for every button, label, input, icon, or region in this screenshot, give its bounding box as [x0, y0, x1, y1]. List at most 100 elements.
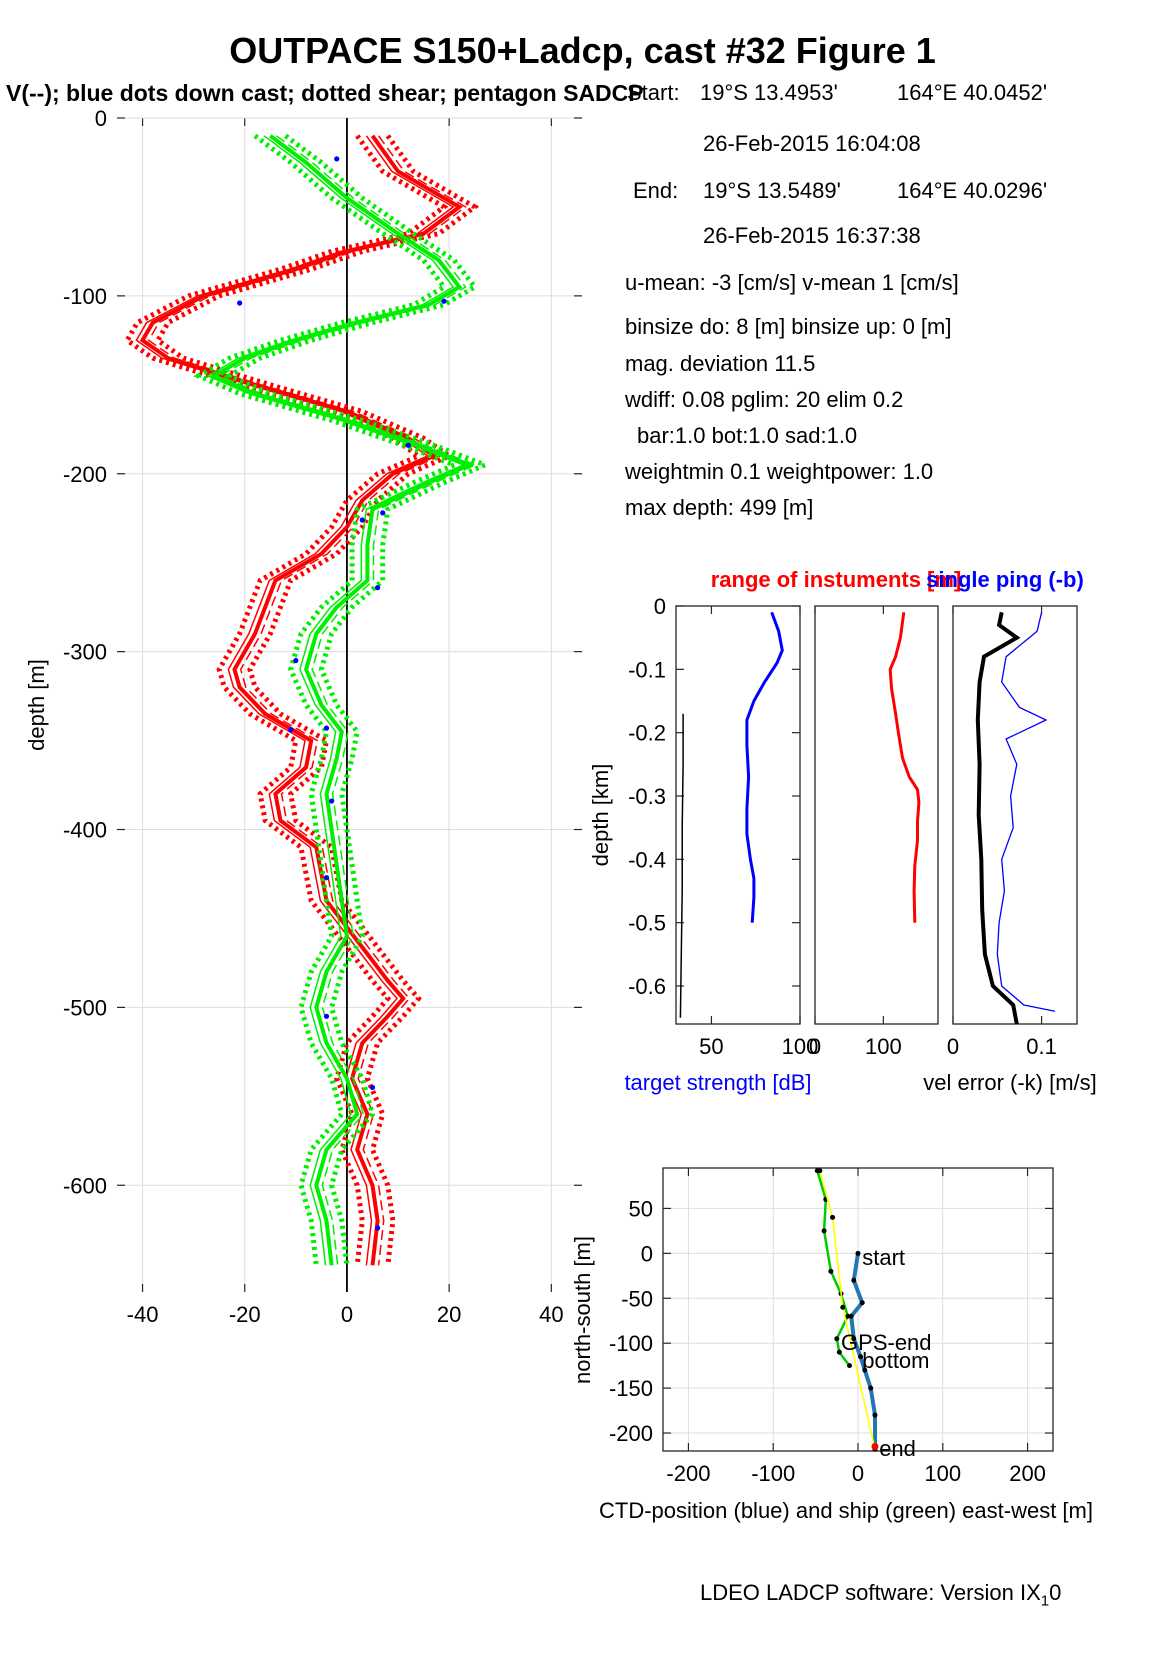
err-frame — [952, 605, 1078, 1025]
downcast-dot — [323, 1013, 330, 1019]
pos-track-point — [828, 1268, 834, 1274]
ts-ytick-label: 0 — [654, 594, 666, 619]
downcast-dot — [323, 874, 330, 881]
pos-track-point — [851, 1336, 857, 1342]
ts-frame — [675, 605, 801, 1025]
main-ytick-label: -500 — [63, 995, 107, 1020]
max-depth: max depth: 499 [m] — [625, 495, 814, 520]
pos-track-point — [872, 1412, 878, 1418]
pos-track-point — [840, 1304, 846, 1310]
v-velocity-upcast-line — [206, 135, 466, 1266]
binsize: binsize do: 8 [m] binsize up: 0 [m] — [625, 314, 952, 339]
pos-track-point — [834, 1336, 840, 1342]
downcast-dot — [329, 798, 335, 804]
u-velocity-downcast-line — [147, 135, 467, 1266]
end-lon: 164°E 40.0296' — [897, 178, 1048, 203]
ts-xtick-label: 50 — [699, 1034, 723, 1059]
pos-track-point — [858, 1354, 864, 1360]
pos-track-point — [855, 1250, 861, 1256]
range-red-line — [888, 612, 921, 923]
downcast-dot — [334, 156, 340, 162]
end-time: 26-Feb-2015 16:37:38 — [703, 223, 921, 248]
downcast-dot — [375, 585, 381, 591]
pos-track-point — [836, 1349, 842, 1355]
main-xtick-label: 0 — [341, 1302, 353, 1327]
page-title: OUTPACE S150+Ladcp, cast #32 Figure 1 — [229, 30, 936, 71]
pos-annotation: GPS-end — [841, 1330, 932, 1355]
downcast-dot — [293, 657, 299, 664]
pos-annotation: end — [879, 1436, 916, 1461]
pos-track-point — [821, 1228, 827, 1234]
err-xlabel: vel error (-k) [m/s] — [923, 1070, 1097, 1095]
start-time: 26-Feb-2015 16:04:08 — [703, 131, 921, 156]
pos-ctd-track — [849, 1252, 877, 1447]
main-xtick-label: 20 — [437, 1302, 461, 1327]
u-velocity-shear-left — [123, 134, 449, 1266]
start-lat: 19°S 13.4953' — [700, 80, 838, 105]
end-label: End: — [633, 178, 679, 203]
err-xtick-label: 0.1 — [1026, 1034, 1057, 1059]
pos-ytick-label: -100 — [609, 1331, 653, 1356]
mean-velocity: u-mean: -3 [cm/s] v-mean 1 [cm/s] — [625, 270, 959, 295]
pos-ytick-label: 0 — [641, 1241, 653, 1266]
v-velocity-shear-right — [223, 133, 492, 1266]
downcast-dot — [237, 300, 243, 306]
pos-track-point — [817, 1168, 823, 1174]
v-velocity-downcast-line — [218, 135, 478, 1266]
v-velocity-line — [209, 134, 475, 1266]
pos-ytick-label: 50 — [629, 1196, 653, 1221]
downcast-dot — [380, 510, 386, 516]
ts-ytick-label: -0.3 — [628, 784, 666, 809]
main-xtick-label: 40 — [539, 1302, 563, 1327]
err-xtick-label: 0 — [947, 1034, 959, 1059]
end-lat: 19°S 13.5489' — [703, 178, 841, 203]
position-plot: -200 -100 0 100 200 50 0 -50 -100 -150 -200 start GP… — [570, 1167, 1093, 1523]
range-title: range of instuments [m] — [711, 567, 962, 592]
main-ytick-label: 0 — [95, 106, 107, 131]
start-label: Start: — [627, 80, 680, 105]
u-velocity-shear-right — [154, 134, 480, 1266]
pos-track-point — [868, 1385, 874, 1391]
pos-xtick-label: 0 — [852, 1461, 864, 1486]
ts-black-line — [679, 713, 684, 1018]
err-blue-line — [996, 612, 1056, 1012]
pos-xtick-label: 100 — [924, 1461, 961, 1486]
main-ytick-label: -100 — [63, 284, 107, 309]
main-ytick-label: -600 — [63, 1173, 107, 1198]
pos-ytick-label: -200 — [609, 1421, 653, 1446]
weight-params: weightmin 0.1 weightpower: 1.0 — [625, 459, 934, 484]
pos-track-point — [862, 1367, 868, 1373]
main-ytick-label: -200 — [63, 462, 107, 487]
main-ylabel: depth [m] — [24, 659, 49, 751]
range-xtick-label: 0 — [809, 1034, 821, 1059]
pos-xtick-label: 200 — [1009, 1461, 1046, 1486]
range-frame — [814, 605, 939, 1025]
pos-track-point — [851, 1277, 857, 1283]
range-plot: 0 100 — [809, 605, 939, 1059]
single-ping-title: single ping (-b) — [926, 567, 1084, 592]
main-ytick-label: -300 — [63, 640, 107, 665]
pos-yellow-track — [819, 1170, 876, 1450]
downcast-dot — [441, 298, 447, 304]
downcast-dot — [375, 1225, 381, 1231]
velocity-profile-plot: -40 -20 0 20 400-100-200-300-400-500-600dept… — [24, 106, 582, 1327]
u-velocity-upcast-line — [135, 135, 455, 1266]
range-xtick-label: 100 — [865, 1034, 902, 1059]
software-version: LDEO LADCP software: Version IX10 — [700, 1580, 1062, 1610]
pos-ylabel: north-south [m] — [570, 1236, 595, 1384]
ts-xlabel: target strength [dB] — [624, 1070, 811, 1095]
pos-annotation: start — [862, 1245, 905, 1270]
main-xtick-label: -40 — [127, 1302, 159, 1327]
downcast-dot — [369, 1084, 376, 1091]
err-black-line — [975, 611, 1021, 1025]
chart-subtitle: V(--); blue dots down cast; dotted shear… — [6, 80, 644, 106]
ts-ytick-label: -0.5 — [628, 911, 666, 936]
ts-ylabel: depth [km] — [588, 764, 613, 867]
mag-deviation: mag. deviation 11.5 — [625, 351, 816, 376]
main-ytick-label: -400 — [63, 818, 107, 843]
pos-annotation: bottom — [862, 1348, 929, 1373]
start-lon: 164°E 40.0452' — [897, 80, 1048, 105]
downcast-dot — [288, 727, 294, 733]
bar-params: bar:1.0 bot:1.0 sad:1.0 — [637, 423, 858, 448]
